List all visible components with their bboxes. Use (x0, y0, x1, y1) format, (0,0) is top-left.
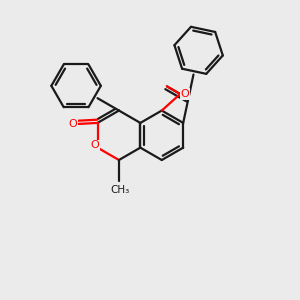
Text: O: O (91, 140, 100, 150)
Text: CH₃: CH₃ (110, 185, 130, 195)
Text: O: O (181, 89, 189, 99)
Text: O: O (68, 119, 77, 129)
